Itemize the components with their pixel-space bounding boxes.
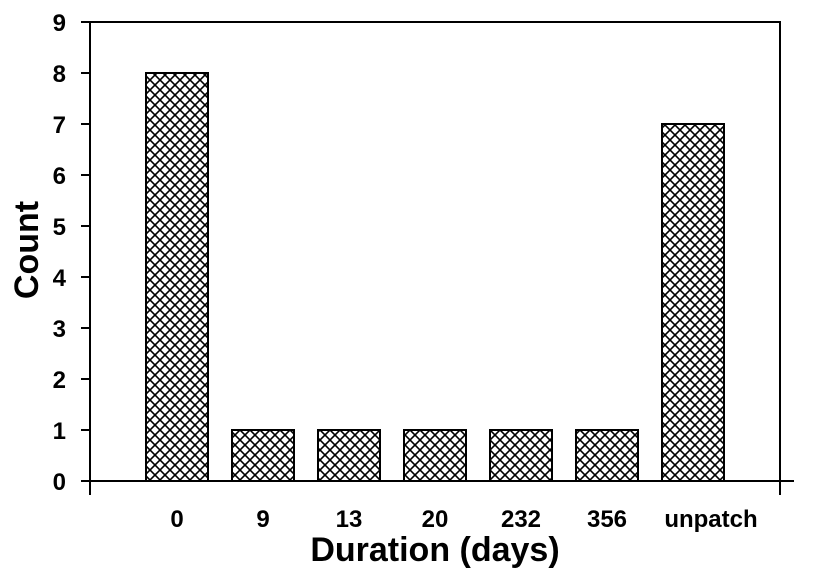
bar-9 — [231, 429, 295, 482]
y-tick-label: 9 — [53, 10, 66, 37]
y-tick-label: 3 — [53, 316, 66, 343]
bars — [145, 72, 725, 482]
y-tick-label: 1 — [53, 418, 66, 445]
y-tick-label: 6 — [53, 163, 66, 190]
y-axis: 0 1 2 3 4 5 6 7 8 9 — [53, 10, 90, 496]
x-tick-label: 356 — [587, 506, 627, 533]
x-tick-label: 13 — [336, 506, 363, 533]
bar-232 — [489, 429, 553, 482]
y-tick-label: 4 — [53, 265, 67, 292]
bar-20 — [403, 429, 467, 482]
y-tick-label: 7 — [53, 112, 66, 139]
x-tick-label: 9 — [256, 506, 269, 533]
x-axis-title: Duration (days) — [310, 531, 559, 569]
y-tick-label: 5 — [53, 214, 66, 241]
x-tick-label: 0 — [170, 506, 183, 533]
x-tick-label: unpatch — [664, 506, 757, 533]
x-axis: 0 9 13 20 232 356 unpatch — [89, 480, 794, 533]
x-tick-label: 20 — [422, 506, 449, 533]
x-tick-label: 232 — [501, 506, 541, 533]
y-tick-label: 2 — [53, 367, 66, 394]
bar-13 — [317, 429, 381, 482]
y-axis-title: Count — [8, 201, 46, 299]
bar-unpatch — [661, 123, 725, 482]
y-tick-label: 8 — [53, 61, 66, 88]
y-tick-label: 0 — [53, 469, 66, 496]
bar-0 — [145, 72, 209, 482]
bar-356 — [575, 429, 639, 482]
